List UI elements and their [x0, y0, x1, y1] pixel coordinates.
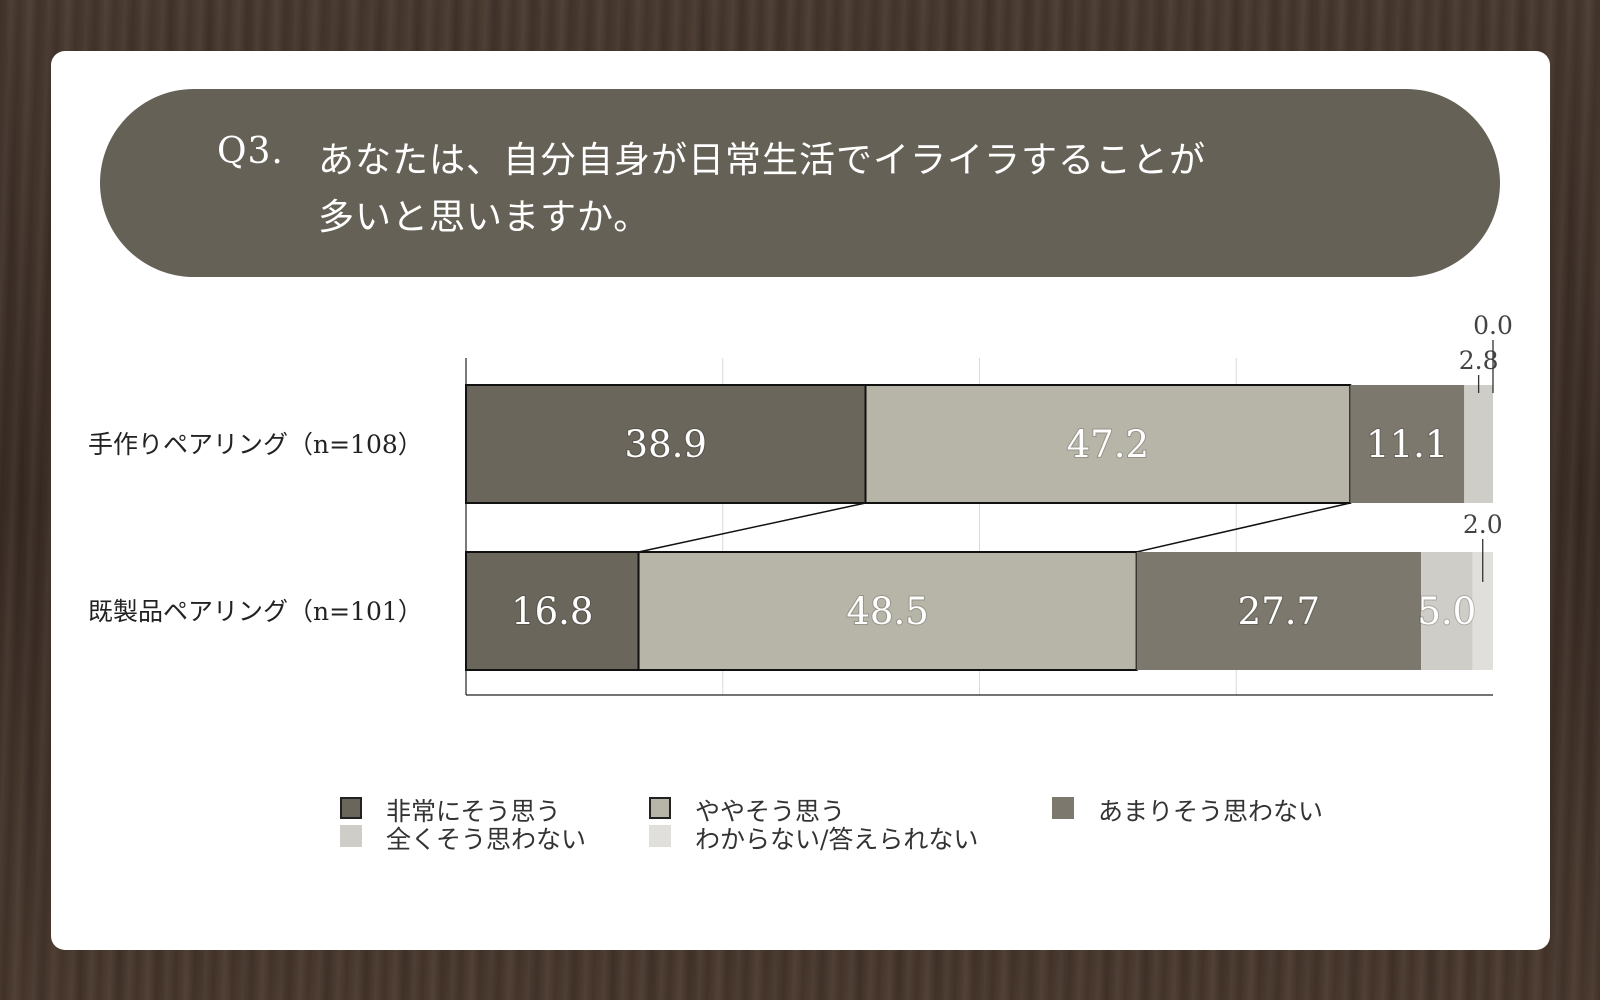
question-number: Q3.	[217, 131, 284, 172]
data-label: 47.2	[1067, 423, 1149, 466]
legend-label: 全くそう思わない	[386, 825, 587, 854]
data-label: 38.9	[625, 423, 707, 466]
bar-segment	[465, 551, 640, 671]
bar-segment	[1472, 552, 1493, 670]
legend-swatch	[340, 825, 362, 847]
legend-swatch	[340, 797, 362, 819]
bar-segment	[637, 551, 1138, 671]
legend-label: ややそう思う	[695, 797, 846, 826]
series-connector-line	[638, 502, 866, 553]
bar-segment	[1350, 385, 1465, 503]
category-label: 既製品ペアリング（n=101）	[88, 597, 423, 626]
data-label-callout: 2.8	[1459, 346, 1499, 375]
data-label: 16.8	[511, 590, 593, 633]
category-label: 手作りペアリング（n=108）	[88, 430, 423, 459]
legend-label: 非常にそう思う	[386, 797, 561, 826]
bar-segment	[1136, 552, 1422, 670]
bar-segment	[1464, 385, 1493, 503]
legend: 非常にそう思う ややそう思う あまりそう思わない全くそう思わない わからない/答えられ…	[340, 795, 1440, 855]
legend-swatch	[649, 825, 671, 847]
bar-segment	[864, 384, 1352, 504]
data-label-callout: 2.0	[1463, 510, 1503, 539]
question-banner: Q3. あなたは、自分自身が日常生活でイライラすることが 多いと思いますか。	[100, 89, 1500, 277]
legend-label: あまりそう思わない	[1098, 797, 1324, 826]
bar-segment	[1421, 552, 1473, 670]
question-title-line-1: あなたは、自分自身が日常生活でイライラすることが	[318, 140, 1207, 181]
data-label-callout: 0.0	[1473, 311, 1513, 340]
legend-label: わからない/答えられない	[695, 825, 979, 854]
series-connector-line	[1136, 502, 1351, 553]
data-label: 48.5	[846, 590, 928, 633]
data-label: 27.7	[1238, 590, 1320, 633]
data-label: 5.0	[1417, 590, 1476, 633]
question-title-line-2: 多いと思いますか。	[318, 197, 651, 238]
legend-swatch	[649, 797, 671, 819]
bar-segment	[465, 384, 867, 504]
legend-swatch	[1052, 797, 1074, 819]
data-label: 11.1	[1366, 423, 1448, 466]
